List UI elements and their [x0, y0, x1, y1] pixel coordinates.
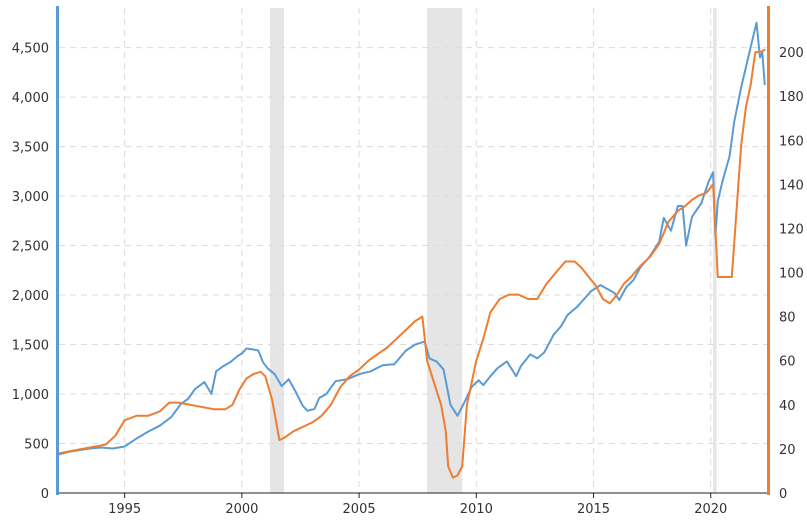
- y-right-tick-label-2: 40: [779, 399, 796, 414]
- recession-bands: [269, 8, 717, 493]
- y-right-tick-label-7: 140: [779, 178, 804, 193]
- y-left-tick-label-3: 1,500: [12, 339, 49, 354]
- recession-band-0: [269, 8, 285, 493]
- x-tick-label-0: 1995: [108, 502, 141, 517]
- y-left-tick-label-5: 2,500: [12, 240, 49, 255]
- y-left-tick-label-2: 1,000: [12, 388, 49, 403]
- y-left-tick-label-7: 3,500: [12, 141, 49, 156]
- y-left-tick-label-9: 4,500: [12, 42, 49, 57]
- y-right-tick-label-4: 80: [779, 311, 796, 326]
- y-left-tick-label-4: 2,000: [12, 289, 49, 304]
- recession-band-2: [713, 8, 717, 493]
- left-axis-bar: [56, 6, 59, 495]
- y-right-tick-label-9: 180: [779, 90, 804, 105]
- y-right-tick-label-3: 60: [779, 355, 796, 370]
- y-left-tick-label-1: 500: [24, 438, 49, 453]
- x-tick-label-4: 2015: [577, 502, 610, 517]
- x-tick-label-1: 2000: [225, 502, 258, 517]
- tick-labels: 1995 2000 2005 2010 2015 202005001,0001,5002,…: [12, 42, 804, 517]
- y-right-tick-label-8: 160: [779, 134, 804, 149]
- x-tick-label-5: 2020: [694, 502, 727, 517]
- y-left-tick-label-0: 0: [41, 487, 49, 502]
- y-right-tick-label-0: 0: [779, 487, 787, 502]
- right-series-line: [58, 48, 766, 479]
- y-right-tick-label-6: 120: [779, 222, 804, 237]
- x-tick-label-2: 2005: [343, 502, 376, 517]
- grid-lines: [59, 8, 767, 493]
- recession-band-1: [427, 8, 463, 493]
- right-axis-bar: [767, 6, 770, 495]
- x-tick-label-3: 2010: [460, 502, 493, 517]
- y-left-tick-label-6: 3,000: [12, 190, 49, 205]
- series-lines: [58, 21, 766, 479]
- y-right-tick-label-1: 20: [779, 443, 796, 458]
- y-right-tick-label-5: 100: [779, 267, 804, 282]
- axes: [56, 6, 770, 498]
- y-right-tick-label-10: 200: [779, 46, 804, 61]
- left-series-line: [58, 21, 766, 456]
- y-left-tick-label-8: 4,000: [12, 91, 49, 106]
